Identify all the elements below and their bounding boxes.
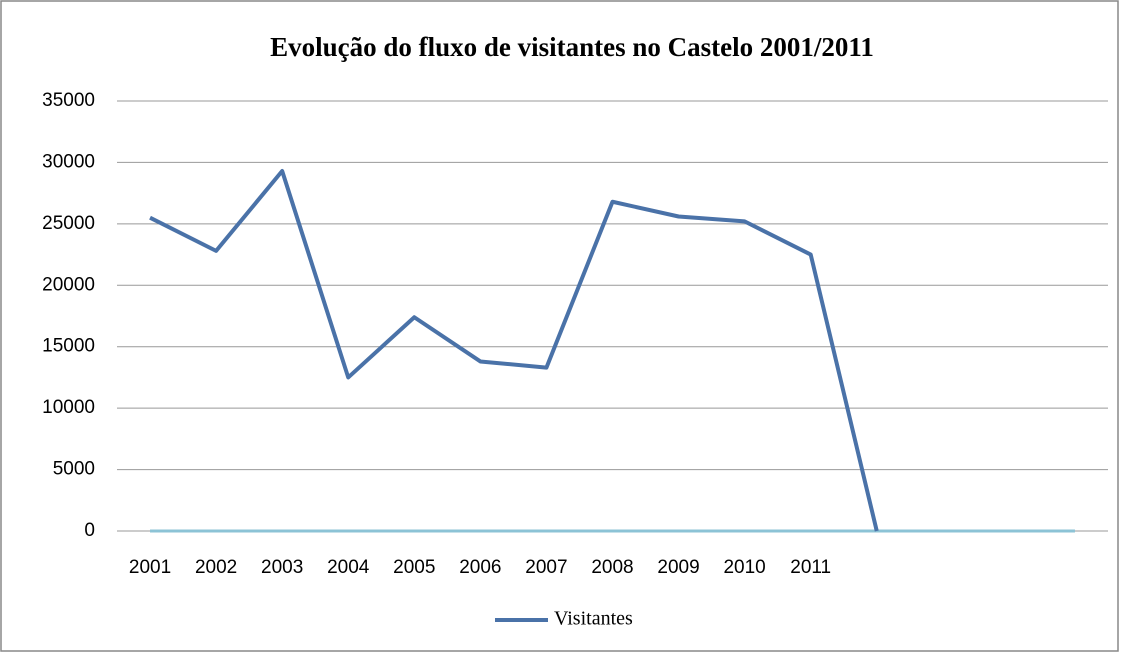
y-tick-label: 20000: [42, 274, 95, 295]
x-tick-label: 2008: [591, 557, 633, 578]
x-tick-label: 2009: [657, 557, 699, 578]
legend-label: Visitantes: [554, 608, 633, 630]
x-tick-label: 2004: [327, 557, 370, 578]
y-tick-label: 10000: [42, 397, 95, 418]
x-tick-label: 2010: [723, 557, 765, 578]
y-tick-label: 25000: [42, 213, 95, 234]
x-tick-label: 2003: [261, 557, 303, 578]
x-tick-label: 2001: [129, 557, 171, 578]
y-tick-label: 35000: [42, 90, 95, 111]
x-tick-label: 2007: [525, 557, 567, 578]
y-tick-label: 15000: [42, 336, 95, 357]
x-tick-label: 2005: [393, 557, 435, 578]
y-tick-label: 30000: [42, 151, 95, 172]
y-tick-label: 0: [84, 520, 95, 541]
x-tick-label: 2011: [790, 557, 831, 578]
y-tick-label: 5000: [53, 459, 95, 480]
x-tick-label: 2006: [459, 557, 501, 578]
chart-title: Evolução do fluxo de visitantes no Caste…: [270, 32, 874, 62]
x-tick-label: 2002: [195, 557, 237, 578]
line-series: [149, 169, 879, 532]
